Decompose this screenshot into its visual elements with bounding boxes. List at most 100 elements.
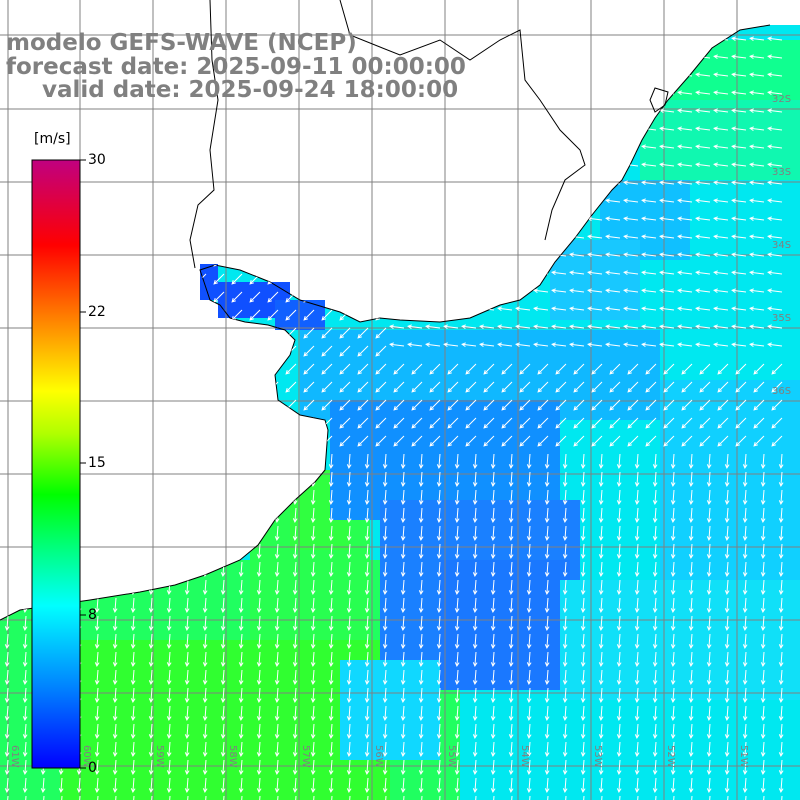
wind-arrow — [436, 687, 442, 704]
wind-arrow — [652, 471, 658, 488]
wind-arrow — [483, 363, 495, 375]
wind-arrow — [681, 399, 693, 411]
wind-arrow — [429, 363, 441, 375]
wind-arrow — [328, 723, 334, 740]
wind-arrow — [713, 234, 729, 240]
wind-arrow — [634, 633, 640, 650]
wind-arrow — [22, 741, 28, 758]
wind-arrow — [731, 180, 747, 186]
wind-arrow — [713, 306, 729, 312]
wind-arrow — [767, 36, 783, 42]
wind-arrow — [573, 363, 585, 375]
wind-arrow — [623, 234, 639, 240]
wind-arrow — [256, 741, 262, 758]
wind-arrow — [544, 795, 550, 800]
wind-arrow — [742, 633, 748, 650]
wind-arrow — [166, 669, 172, 686]
wind-arrow — [400, 741, 406, 758]
wind-arrow — [713, 270, 729, 276]
wind-arrow — [274, 795, 280, 800]
wind-arrow — [407, 342, 423, 348]
wind-arrow — [659, 162, 675, 168]
wind-arrow — [706, 777, 712, 794]
wind-arrow — [767, 306, 783, 312]
wind-arrow — [339, 363, 351, 375]
wind-arrow — [274, 777, 280, 794]
wind-arrow — [569, 324, 585, 330]
wind-arrow — [749, 180, 765, 186]
wind-arrow — [166, 705, 172, 722]
wind-arrow — [472, 687, 478, 704]
wind-arrow — [616, 723, 622, 740]
wind-arrow — [436, 669, 442, 686]
wind-arrow — [220, 669, 226, 686]
wind-arrow — [713, 180, 729, 186]
wind-arrow — [778, 471, 784, 488]
wind-arrow — [724, 651, 730, 668]
wind-arrow — [58, 777, 64, 794]
wind-arrow — [490, 471, 496, 488]
wind-arrow — [364, 723, 370, 740]
wind-arrow — [591, 417, 603, 429]
wind-arrow — [569, 270, 585, 276]
wind-arrow — [22, 759, 28, 776]
wind-arrow — [735, 381, 747, 393]
wind-arrow — [490, 795, 496, 800]
wind-arrow — [490, 687, 496, 704]
wind-arrow — [760, 687, 766, 704]
wind-arrow — [94, 795, 100, 800]
longitude-label: 51W — [738, 745, 749, 768]
wind-arrow — [670, 723, 676, 740]
wind-arrow — [609, 399, 621, 411]
wind-arrow — [742, 777, 748, 794]
wind-arrow — [778, 633, 784, 650]
wind-arrow — [778, 615, 784, 632]
wind-arrow — [490, 489, 496, 506]
wind-arrow — [274, 651, 280, 668]
wind-arrow — [310, 489, 316, 506]
wind-arrow — [544, 453, 550, 470]
wind-arrow — [562, 543, 568, 560]
wind-arrow — [544, 543, 550, 560]
wind-arrow — [364, 669, 370, 686]
wind-arrow — [641, 288, 657, 294]
wind-arrow — [418, 669, 424, 686]
wind-arrow — [274, 615, 280, 632]
wind-arrow — [346, 741, 352, 758]
wind-arrow — [328, 525, 334, 542]
wind-arrow — [652, 615, 658, 632]
wind-arrow — [623, 342, 639, 348]
wind-arrow — [303, 327, 315, 339]
wind-arrow — [292, 633, 298, 650]
wind-arrow — [706, 705, 712, 722]
wind-arrow — [670, 633, 676, 650]
wind-arrow — [375, 327, 387, 339]
wind-arrow — [724, 489, 730, 506]
wind-arrow — [623, 324, 639, 330]
wind-arrow — [346, 561, 352, 578]
wind-arrow — [760, 507, 766, 524]
wind-arrow — [418, 651, 424, 668]
wind-arrow — [411, 363, 423, 375]
wind-arrow — [256, 705, 262, 722]
wind-arrow — [166, 723, 172, 740]
wind-arrow — [724, 687, 730, 704]
wind-arrow — [749, 126, 765, 132]
wind-arrow — [616, 633, 622, 650]
wind-arrow — [724, 561, 730, 578]
wind-arrow — [382, 651, 388, 668]
wind-arrow — [382, 561, 388, 578]
wind-arrow — [364, 543, 370, 560]
wind-arrow — [483, 399, 495, 411]
wind-arrow — [688, 615, 694, 632]
wind-arrow — [652, 687, 658, 704]
wind-arrow — [184, 741, 190, 758]
wind-arrow — [94, 615, 100, 632]
wind-arrow — [544, 687, 550, 704]
wind-arrow — [598, 633, 604, 650]
wind-arrow — [310, 723, 316, 740]
wind-arrow — [742, 651, 748, 668]
wind-arrow — [285, 381, 297, 393]
wind-arrow — [400, 651, 406, 668]
wind-arrow — [634, 777, 640, 794]
